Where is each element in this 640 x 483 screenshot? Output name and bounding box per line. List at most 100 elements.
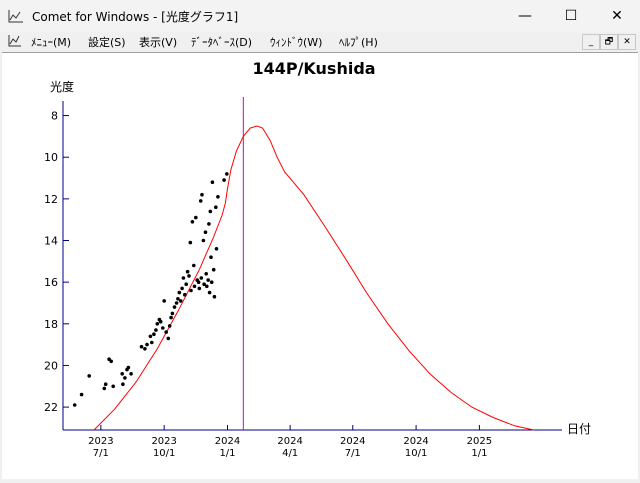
- observation-point: [209, 280, 214, 284]
- observation-point: [185, 269, 190, 274]
- observation-point: [211, 267, 216, 272]
- x-tick-year: 2025: [467, 436, 492, 447]
- observation-point: [208, 209, 213, 214]
- x-tick-year: 2023: [88, 436, 113, 447]
- observation-point: [166, 336, 171, 341]
- observation-point: [192, 284, 197, 289]
- window-minimize-button[interactable]: —: [518, 8, 532, 24]
- x-tick-date: 7/1: [345, 448, 361, 459]
- y-tick-label: 22: [44, 401, 58, 414]
- x-tick-year: 2024: [215, 436, 240, 447]
- observation-point: [120, 372, 124, 376]
- observation-point: [192, 263, 196, 268]
- observation-point: [197, 286, 202, 291]
- mdi-close-button[interactable]: ✕: [618, 34, 636, 50]
- x-tick-date: 1/1: [219, 448, 235, 459]
- x-tick-date: 4/1: [282, 448, 298, 459]
- observation-point: [148, 334, 153, 339]
- observation-point: [214, 205, 218, 209]
- observation-point: [205, 284, 209, 289]
- x-tick-year: 2024: [277, 436, 302, 447]
- observation-point: [102, 386, 107, 391]
- observation-point: [143, 347, 147, 351]
- observation-point: [172, 305, 177, 309]
- observation-point: [145, 342, 149, 347]
- observation-point: [150, 340, 154, 345]
- menu-settings[interactable]: 設定(S): [88, 36, 126, 49]
- y-tick-label: 16: [44, 276, 58, 289]
- observation-point: [204, 272, 208, 276]
- observation-point: [79, 392, 84, 397]
- app-icon: [8, 10, 23, 23]
- observation-point: [158, 319, 163, 324]
- observation-point: [178, 299, 183, 303]
- chart-title: 144P/Kushida: [252, 59, 375, 78]
- graph-window: 144P/Kushida 光度 日付 8 10 12 14 16 18 20 22 2023 7/…: [2, 52, 638, 479]
- light-curve-chart: 144P/Kushida 光度 日付 81012141618202220237/…: [44, 59, 591, 459]
- observation-points: [72, 172, 229, 407]
- x-tick-year: 2023: [151, 436, 176, 447]
- observation-point: [184, 282, 188, 286]
- observation-point: [129, 372, 133, 376]
- y-tick-label: 8: [51, 110, 58, 123]
- window-close-button[interactable]: ✕: [611, 8, 623, 24]
- prediction-curve-line: [93, 125, 534, 431]
- menu-menu[interactable]: ﾒﾆｭｰ(M): [31, 36, 72, 49]
- observation-point: [162, 299, 166, 303]
- x-tick-date: 7/1: [93, 448, 109, 459]
- menu-window[interactable]: ｳｨﾝﾄﾞｳ(W): [270, 36, 323, 49]
- observation-point: [169, 315, 173, 320]
- observation-point: [212, 294, 217, 299]
- x-tick-date: 10/1: [153, 448, 175, 459]
- observation-point: [121, 382, 125, 387]
- observation-point: [207, 290, 212, 295]
- observation-point: [202, 282, 206, 286]
- observation-point: [87, 374, 91, 378]
- observation-point: [152, 332, 156, 337]
- observation-point: [161, 326, 165, 330]
- menu-help[interactable]: ﾍﾙﾌﾟ(H): [339, 36, 378, 49]
- window-title: Comet for Windows - [光度グラフ1]: [32, 10, 239, 24]
- observation-point: [180, 286, 184, 291]
- observation-point: [103, 382, 108, 387]
- observation-point: [209, 255, 213, 259]
- observation-point: [183, 292, 187, 297]
- y-tick-label: 14: [44, 235, 58, 248]
- menu-view[interactable]: 表示(V): [139, 36, 178, 49]
- observation-point: [126, 365, 131, 370]
- mdi-minimize-button[interactable]: _: [582, 34, 600, 50]
- observation-point: [199, 276, 204, 280]
- observation-point: [154, 328, 158, 332]
- y-axis-label: 光度: [50, 79, 74, 94]
- x-tick-date: 1/1: [471, 448, 487, 459]
- observation-point: [210, 180, 215, 184]
- observation-point: [194, 215, 198, 220]
- menu-database[interactable]: ﾃﾞｰﾀﾍﾞｰｽ(D): [191, 36, 253, 49]
- observation-point: [190, 220, 195, 224]
- observation-point: [203, 230, 208, 234]
- observation-point: [174, 301, 179, 305]
- observation-point: [188, 240, 193, 245]
- document-icon[interactable]: [8, 34, 22, 47]
- menu-bar: ﾒﾆｭｰ(M) 設定(S) 表示(V) ﾃﾞｰﾀﾍﾞｰｽ(D) ｳｨﾝﾄﾞｳ(W…: [0, 32, 640, 51]
- observation-point: [139, 344, 144, 349]
- observation-point: [155, 322, 160, 326]
- observation-point: [167, 324, 172, 328]
- observation-point: [176, 297, 180, 301]
- observation-point: [201, 238, 206, 243]
- observation-point: [214, 247, 219, 251]
- window-maximize-button[interactable]: ☐: [564, 8, 578, 24]
- observation-point: [207, 222, 211, 226]
- observation-point: [164, 330, 168, 334]
- x-axis-label: 日付: [567, 422, 591, 436]
- observation-point: [198, 199, 203, 203]
- x-tick-year: 2024: [403, 436, 428, 447]
- x-tick-date: 10/1: [405, 448, 427, 459]
- y-tick-label: 20: [44, 359, 58, 372]
- y-tick-label: 12: [44, 193, 58, 206]
- y-tick-label: 18: [44, 318, 58, 331]
- observation-point: [177, 290, 182, 295]
- observation-point: [200, 192, 204, 197]
- observation-point: [206, 278, 210, 282]
- mdi-restore-button[interactable]: 🗗: [600, 34, 618, 50]
